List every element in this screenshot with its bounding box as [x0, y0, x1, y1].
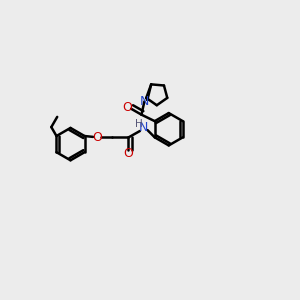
- Text: H: H: [134, 119, 142, 129]
- Text: N: N: [139, 121, 148, 134]
- Text: O: O: [124, 147, 133, 160]
- Text: O: O: [122, 101, 132, 114]
- Text: N: N: [140, 95, 149, 108]
- Text: O: O: [92, 131, 102, 144]
